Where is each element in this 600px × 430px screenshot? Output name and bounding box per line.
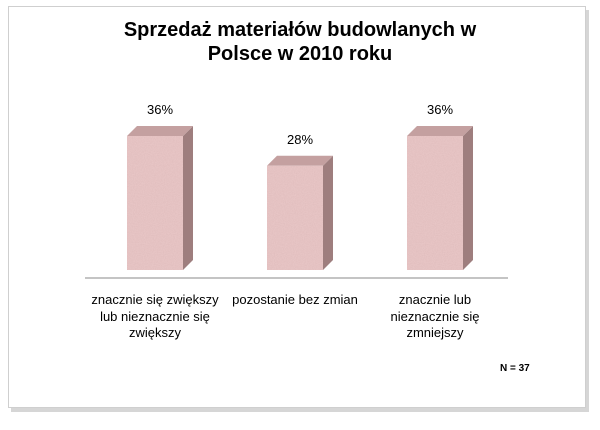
- bar-top-no-change: [267, 155, 333, 166]
- value-label-no-change: 28%: [287, 132, 313, 147]
- sample-size-note: N = 37: [500, 363, 530, 374]
- bar-front-decrease: [407, 136, 463, 270]
- chart-title-line-2: Polsce w 2010 roku: [207, 43, 393, 65]
- bar-increase: [127, 126, 193, 270]
- bar-no-change: [267, 155, 333, 270]
- category-label-decrease: znacznie lub nieznacznie się zmniejszy: [390, 292, 480, 340]
- bar-top-decrease: [407, 126, 473, 136]
- value-label-increase: 36%: [147, 102, 173, 117]
- category-label-increase: znacznie się zwiększy lub nieznacznie si…: [91, 292, 219, 340]
- category-label-no-change: pozostanie bez zmian: [232, 292, 358, 307]
- bar-front-increase: [127, 136, 183, 270]
- bars-group: [127, 126, 473, 270]
- value-labels-group: 36% 28% 36%: [147, 102, 453, 147]
- value-label-decrease: 36%: [427, 102, 453, 117]
- bar-side-no-change: [323, 155, 333, 270]
- chart-title-line-1: Sprzedaż materiałów budowlanych w: [123, 19, 477, 41]
- bar-decrease: [407, 126, 473, 270]
- chart-title: Sprzedaż materiałów budowlanych w Polsce…: [0, 18, 600, 66]
- bar-side-decrease: [463, 126, 473, 270]
- bar-side-increase: [183, 126, 193, 270]
- bar-top-increase: [127, 126, 193, 136]
- bar-front-no-change: [267, 165, 323, 270]
